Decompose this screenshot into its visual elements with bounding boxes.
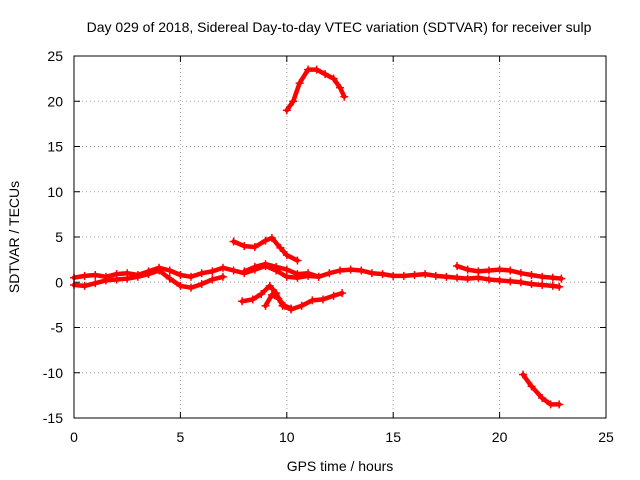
- y-axis-label: SDTVAR / TECUs: [6, 181, 22, 293]
- data-point: [528, 280, 536, 288]
- data-point: [238, 297, 246, 305]
- y-tick-label: 5: [55, 229, 63, 245]
- x-axis-label: GPS time / hours: [287, 458, 394, 474]
- y-tick-label: -10: [43, 365, 63, 381]
- data-point: [379, 270, 387, 278]
- data-point: [555, 400, 563, 408]
- y-tick-label: 0: [55, 274, 63, 290]
- data-point: [549, 274, 557, 282]
- y-tick-label: 20: [47, 93, 63, 109]
- data-point: [506, 277, 514, 285]
- data-point: [432, 272, 440, 280]
- x-tick-label: 0: [70, 429, 78, 445]
- data-point: [442, 273, 450, 281]
- data-point: [549, 282, 557, 290]
- series-track-right-descent: [523, 375, 559, 405]
- data-point: [421, 270, 429, 278]
- data-point: [453, 274, 461, 282]
- series-track-lower-dip: [242, 286, 342, 310]
- y-tick-label: -15: [43, 410, 63, 426]
- x-tick-label: 20: [492, 429, 508, 445]
- data-point: [555, 283, 563, 291]
- data-point: [528, 271, 536, 279]
- data-series: [70, 66, 565, 409]
- x-tick-label: 25: [598, 429, 614, 445]
- y-tick-label: 25: [47, 48, 63, 64]
- x-tick-label: 15: [385, 429, 401, 445]
- data-point: [81, 272, 89, 280]
- data-point: [474, 267, 482, 275]
- gridlines: [74, 56, 606, 418]
- data-point: [464, 275, 472, 283]
- y-tick-label: 15: [47, 139, 63, 155]
- data-point: [557, 275, 565, 283]
- x-tick-label: 5: [177, 429, 185, 445]
- sdtvar-chart: Day 029 of 2018, Sidereal Day-to-day VTE…: [0, 0, 640, 480]
- data-point: [485, 266, 493, 274]
- chart-title: Day 029 of 2018, Sidereal Day-to-day VTE…: [87, 19, 592, 35]
- series-track-peak: [287, 70, 345, 111]
- data-point: [389, 272, 397, 280]
- data-point: [91, 271, 99, 279]
- data-point: [538, 281, 546, 289]
- data-point: [410, 271, 418, 279]
- x-tick-label: 10: [279, 429, 295, 445]
- y-tick-label: 10: [47, 184, 63, 200]
- y-tick-label: -5: [51, 320, 64, 336]
- data-point: [538, 273, 546, 281]
- data-point: [496, 266, 504, 274]
- data-point: [400, 272, 408, 280]
- data-point: [347, 266, 355, 274]
- data-point: [496, 276, 504, 284]
